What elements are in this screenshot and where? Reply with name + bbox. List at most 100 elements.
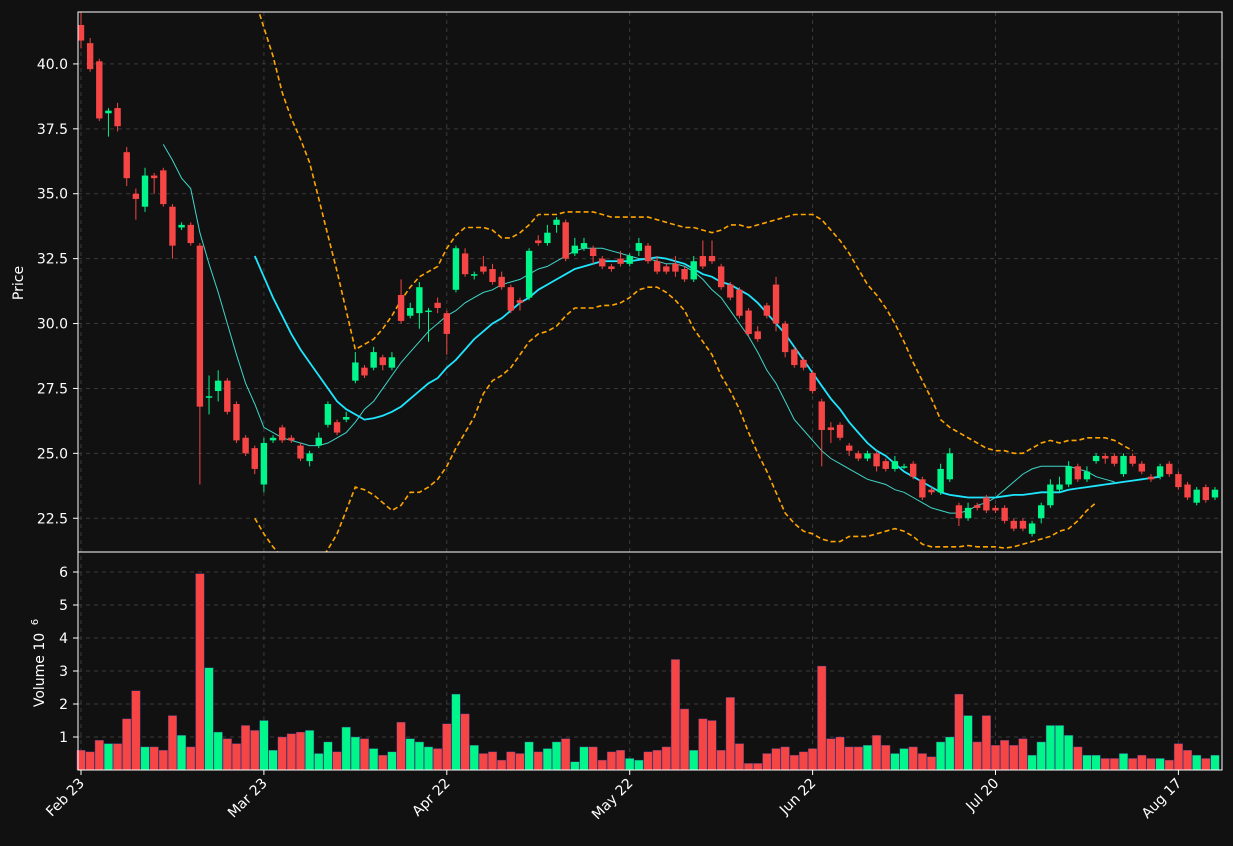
volume-bar [323,741,333,771]
volume-bar [332,751,342,771]
volume-bar [680,708,690,771]
candle-up [891,461,899,469]
volume-bar [908,746,918,771]
candle-down [187,224,194,244]
volume-bar [341,726,351,771]
volume-bar [506,751,516,771]
candle-down [763,305,771,316]
volume-bar [542,748,552,771]
candle-down [114,108,121,127]
candle-up [635,243,643,251]
candle-down [736,289,743,316]
price-axis-label: Price [11,266,27,300]
volume-bar [698,718,708,771]
candle-down [278,427,286,441]
price-tick-label: 27.5 [37,381,68,397]
price-tick-label: 30.0 [37,317,68,333]
candle-up [690,261,697,280]
volume-bar [314,753,324,771]
volume-bar [844,746,854,771]
volume-bar [570,761,580,771]
volume-bar [286,733,296,771]
candle-down [233,404,240,441]
volume-bar [295,731,305,771]
candle-down [708,256,716,262]
volume-bar [1055,725,1065,771]
volume-bar [460,713,470,771]
candle-down [1074,466,1082,480]
volume-bar [597,759,607,771]
candle-down [397,294,405,321]
volume-bar [259,720,269,771]
volume-bar [561,738,571,771]
volume-bar [222,738,232,771]
candle-down [1138,463,1146,472]
volume-bar [1155,758,1165,771]
price-tick-label: 22.5 [37,511,68,527]
candle-down [1019,520,1027,529]
volume-bar [780,746,790,771]
volume-bar [716,750,726,771]
volume-bar [1183,750,1193,771]
candle-up [324,404,332,425]
candle-down [443,313,450,334]
candle-up [946,453,953,480]
candle-down [809,372,816,392]
candle-up [388,357,396,368]
grid-lines [78,12,1222,770]
candle-up [343,417,350,420]
volume-bar [1137,754,1147,771]
candle-down [754,331,761,340]
candle-up [937,468,944,493]
volume-bar [616,750,626,771]
volume-bar [359,738,369,771]
volume-bar [451,693,461,771]
volume-bar [1064,735,1074,771]
volume-bar [1045,725,1055,771]
candle-down [919,479,926,498]
candle-down [1184,484,1191,498]
price-tick-label: 35.0 [37,187,68,203]
volume-bar [1009,745,1019,771]
volume-bar [369,748,379,771]
volume-panel-frame [77,551,1223,771]
candle-up [544,232,551,244]
volume-bar [305,730,315,771]
candle-down [434,302,441,308]
volume-tick-label: 6 [59,565,68,581]
price-tick-label: 25.0 [37,446,68,462]
volume-bar [103,743,113,771]
candle-down [480,266,487,272]
volume-axis-label-group: Volume 10 6 [30,619,48,707]
candle-down [1111,455,1118,464]
candle-down [1147,476,1155,480]
volume-bar [113,743,123,771]
volume-bar [231,743,241,771]
volume-bar [140,746,150,771]
candle-down [992,507,999,511]
volume-bar [1164,759,1174,771]
volume-bar [1128,758,1138,771]
volume-bar [1119,753,1129,771]
candle-down [589,248,597,257]
volume-bar [350,736,360,771]
volume-bar [881,745,891,771]
volume-bar [533,751,543,771]
candle-down [599,258,606,267]
volume-bar [1210,754,1220,771]
volume-bar [469,745,479,771]
candle-up [214,380,222,392]
candle-up [306,453,313,462]
candle-up [1028,523,1036,534]
ma_long-line [253,255,1161,499]
volume-bar [405,738,415,771]
volume-bar [1018,738,1028,771]
candle-down [242,437,249,454]
volume-bar [707,720,717,771]
volume-tick-label: 4 [59,631,68,647]
candle-down [150,175,158,179]
volume-bar [250,730,260,771]
volume-bar [195,573,205,771]
volume-bar [634,759,644,771]
